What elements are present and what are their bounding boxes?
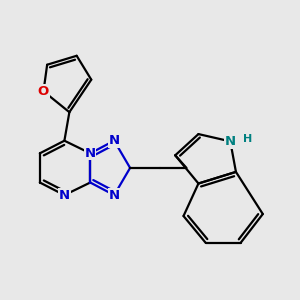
Text: H: H	[243, 134, 252, 144]
Text: N: N	[225, 135, 236, 148]
Text: N: N	[109, 189, 120, 202]
Text: N: N	[109, 134, 120, 147]
Text: O: O	[38, 85, 49, 98]
Text: N: N	[85, 147, 96, 160]
Text: N: N	[59, 189, 70, 202]
